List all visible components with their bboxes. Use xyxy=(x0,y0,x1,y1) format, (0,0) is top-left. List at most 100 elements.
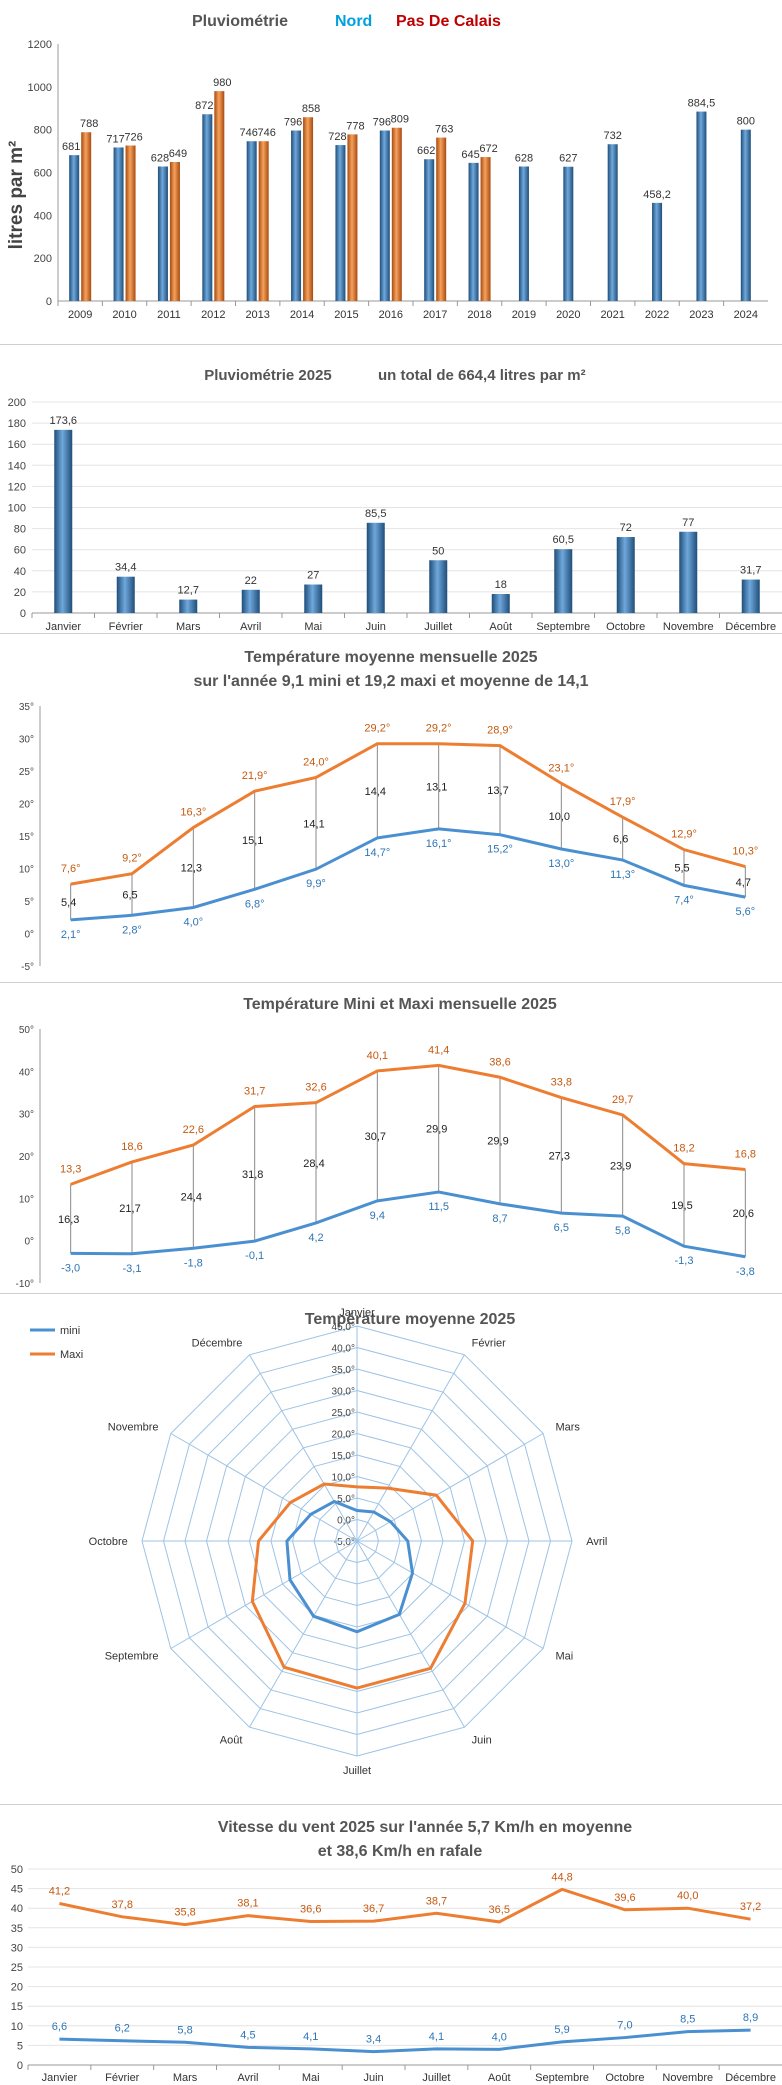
chart4-point-label-maxi: 31,7 xyxy=(244,1085,265,1097)
chart6-x-tick: Juillet xyxy=(422,2072,450,2084)
chart3-series-mini xyxy=(70,827,746,922)
chart1-x-tick: 2016 xyxy=(379,309,403,321)
chart3-point-label-maxi: 23,1° xyxy=(548,762,574,774)
chart2-y-tick: 200 xyxy=(8,397,26,409)
chart6-y-tick: 35 xyxy=(11,1923,23,1935)
chart2-x-tick: Février xyxy=(109,621,144,632)
chart3-point-label-mini: 4,0° xyxy=(183,917,203,929)
chart3-y-tick: 15° xyxy=(19,832,34,843)
separator xyxy=(0,1804,782,1805)
chart6-x-tick: Juin xyxy=(363,2072,383,2084)
chart1-x-tick: 2014 xyxy=(290,309,314,321)
chart6-point-label-rafale: 38,7 xyxy=(426,1895,447,1907)
chart2-subtitle: un total de 664,4 litres par m² xyxy=(378,367,586,384)
chart4-title: Température Mini et Maxi mensuelle 2025 xyxy=(243,996,557,1013)
chart1-label-pdc: 649 xyxy=(169,148,187,160)
chart2-title: Pluviométrie 2025 xyxy=(204,367,332,384)
chart1-label-nord: 796 xyxy=(284,117,302,129)
chart2-bar xyxy=(54,429,73,613)
chart1-x-tick: 2011 xyxy=(157,309,181,321)
chart2-y-tick: 160 xyxy=(8,439,26,451)
chart6-point-label-moyenne: 4,0 xyxy=(492,2031,507,2043)
chart4-point-label-maxi: 16,8 xyxy=(735,1149,756,1161)
chart2-bar xyxy=(741,579,760,613)
chart5-r-tick: 35,0° xyxy=(332,1365,355,1376)
chart6-point-label-rafale: 38,1 xyxy=(237,1898,258,1910)
chart1-y-tick: 800 xyxy=(34,125,52,137)
chart1-x-tick: 2023 xyxy=(689,309,713,321)
chart4-point-label-maxi: 38,6 xyxy=(489,1056,510,1068)
chart4-point-label-mini: 8,7 xyxy=(492,1213,507,1225)
chart3-point-label-mini: 7,4° xyxy=(674,894,694,906)
chart2-bar-label: 85,5 xyxy=(365,508,386,520)
chart6-point-label-rafale: 36,5 xyxy=(489,1904,510,1916)
chart4-y-tick: 10° xyxy=(19,1194,34,1205)
chart5-category-label: Avril xyxy=(586,1536,607,1548)
chart1-y-tick: 1000 xyxy=(28,82,52,94)
chart1-bar-nord xyxy=(202,114,213,301)
avg-temperature-panel: Température moyenne mensuelle 2025 sur l… xyxy=(0,634,782,979)
chart2-x-tick: Décembre xyxy=(725,621,776,632)
annual-rainfall-chart: Pluviométrie Nord Pas De Calais litres p… xyxy=(6,13,768,321)
separator xyxy=(0,344,782,345)
chart1-label-pdc: 746 xyxy=(258,127,276,139)
chart2-y-tick: 140 xyxy=(8,460,26,472)
chart4-diff-label: 29,9 xyxy=(426,1124,447,1136)
chart6-point-label-rafale: 37,2 xyxy=(740,1901,761,1913)
chart2-bar-label: 27 xyxy=(307,570,319,582)
chart6-point-label-rafale: 37,8 xyxy=(112,1899,133,1911)
chart3-subtitle: sur l'année 9,1 mini et 19,2 maxi et moy… xyxy=(193,673,588,690)
chart4-y-tick: 40° xyxy=(19,1067,34,1078)
chart6-point-label-moyenne: 5,9 xyxy=(554,2024,569,2036)
chart3-diff-label: 5,5 xyxy=(674,863,689,875)
chart5-spoke xyxy=(249,1540,358,1728)
chart4-y-tick: 20° xyxy=(19,1152,34,1163)
chart6-y-tick: 45 xyxy=(11,1884,23,1896)
chart5-series-maxi xyxy=(250,1482,475,1690)
chart3-y-tick: 30° xyxy=(19,735,34,746)
chart1-legend-nord: Nord xyxy=(335,13,372,30)
radar-temperature-panel: Température moyenne 2025 mini Maxi -5,0°… xyxy=(0,1296,782,1804)
chart6-subtitle: et 38,6 Km/h en rafale xyxy=(318,1843,483,1860)
chart3-diff-label: 10,0 xyxy=(549,811,570,823)
chart2-bar-label: 18 xyxy=(495,579,507,591)
chart1-label-nord: 645 xyxy=(461,149,479,161)
chart3-y-tick: 0° xyxy=(24,930,34,941)
chart1-y-tick: 600 xyxy=(34,168,52,180)
chart2-x-tick: Septembre xyxy=(536,621,590,632)
chart3-diff-label: 5,4 xyxy=(61,897,76,909)
chart1-x-tick: 2022 xyxy=(645,309,669,321)
chart4-point-label-mini: -1,8 xyxy=(184,1257,203,1269)
minmax-temperature-chart: Température Mini et Maxi mensuelle 2025 … xyxy=(16,996,756,1290)
chart6-point-label-moyenne: 6,6 xyxy=(52,2021,67,2033)
chart2-y-tick: 20 xyxy=(14,587,26,599)
chart4-point-label-mini: -3,1 xyxy=(123,1263,142,1275)
chart1-label-nord: 800 xyxy=(737,116,755,128)
chart1-y-tick: 0 xyxy=(46,296,52,308)
chart4-diff-label: 23,9 xyxy=(610,1161,631,1173)
chart4-diff-label: 19,5 xyxy=(671,1200,692,1212)
chart4-point-label-mini: 5,8 xyxy=(615,1225,630,1237)
chart1-bar-pdc xyxy=(125,145,136,301)
chart2-x-tick: Avril xyxy=(240,621,261,632)
chart1-bar-pdc xyxy=(391,127,402,301)
chart1-bar-nord xyxy=(379,130,390,301)
chart3-diff-label: 13,1 xyxy=(426,781,447,793)
minmax-temperature-panel: Température Mini et Maxi mensuelle 2025 … xyxy=(0,985,782,1290)
chart6-point-label-rafale: 35,8 xyxy=(174,1907,195,1919)
chart6-x-tick: Août xyxy=(488,2072,511,2084)
chart1-x-tick: 2017 xyxy=(423,309,447,321)
chart6-series-rafale xyxy=(59,1887,751,1927)
chart1-x-tick: 2021 xyxy=(600,309,624,321)
chart3-y-tick: 25° xyxy=(19,767,34,778)
separator xyxy=(0,1293,782,1294)
chart5-r-tick: 20,0° xyxy=(332,1430,355,1441)
chart5-r-tick: -5,0° xyxy=(334,1537,355,1548)
chart6-y-tick: 0 xyxy=(17,2060,23,2072)
chart1-bar-nord xyxy=(246,141,257,301)
chart6-title: Vitesse du vent 2025 sur l'année 5,7 Km/… xyxy=(218,1819,632,1836)
chart3-diff-label: 14,4 xyxy=(365,786,386,798)
chart6-x-tick: Mars xyxy=(173,2072,198,2084)
chart3-y-tick: 5° xyxy=(24,897,34,908)
chart1-label-pdc: 763 xyxy=(435,124,453,136)
